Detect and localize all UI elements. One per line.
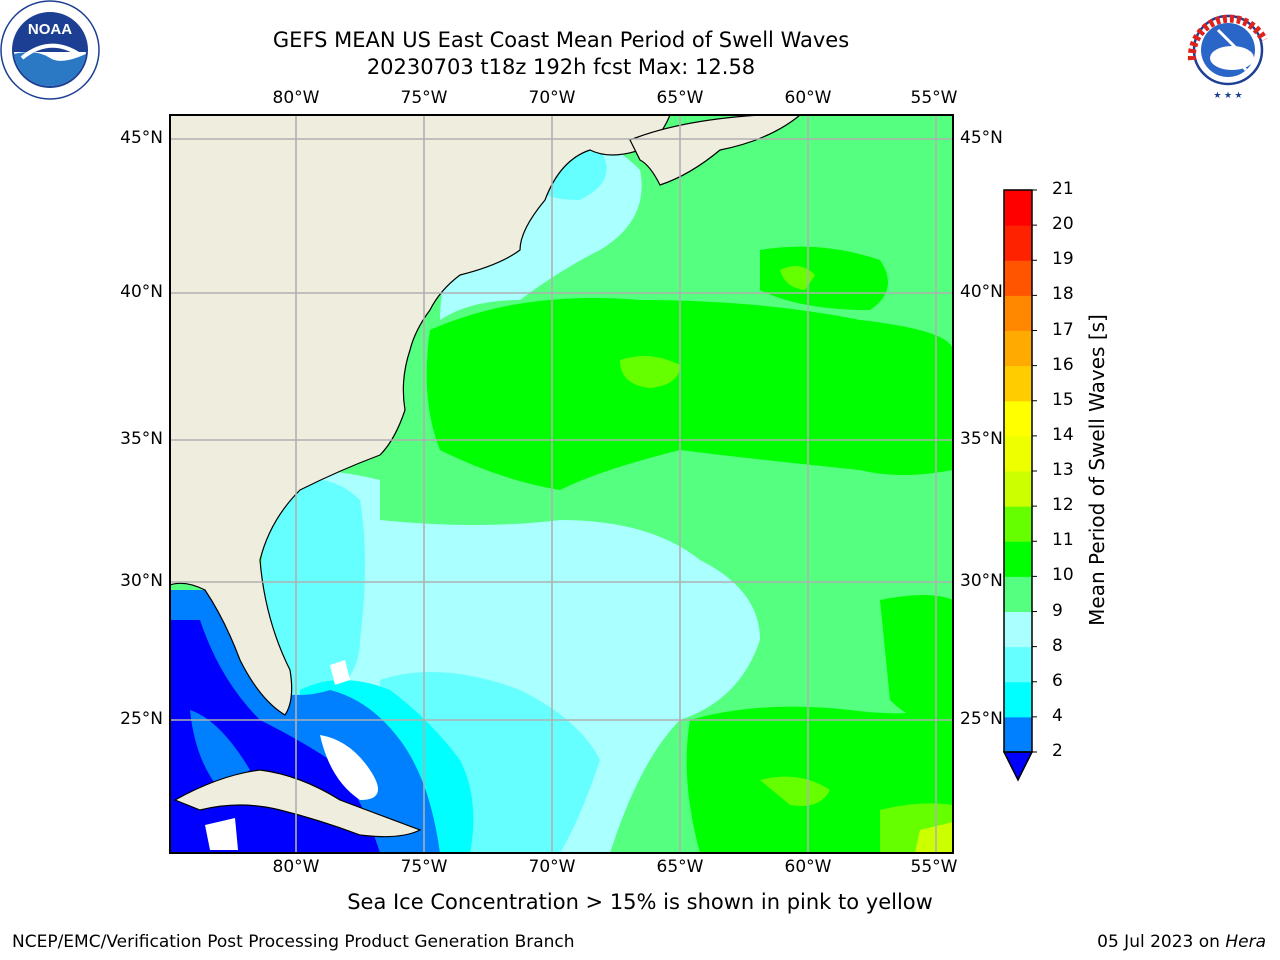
colorbar-tick-label: 8	[1052, 635, 1063, 656]
colorbar-tick-label: 17	[1052, 319, 1074, 340]
colorbar-segment	[1004, 646, 1032, 683]
us-landmass	[170, 115, 671, 716]
lat-label-right: 40°N	[960, 282, 1003, 302]
lat-label-right: 30°N	[960, 571, 1003, 591]
chart-subtitle: 20230703 t18z 192h fcst Max: 12.58	[366, 55, 756, 79]
lat-label-right: 25°N	[960, 709, 1003, 729]
colorbar-segment	[1004, 611, 1032, 648]
svg-text:★ ★ ★: ★ ★ ★	[1213, 90, 1242, 100]
colorbar-segment	[1004, 681, 1032, 718]
colorbar-tick-label: 12	[1052, 495, 1074, 516]
colorbar-tick-label: 4	[1052, 705, 1063, 726]
colorbar-segment	[1004, 365, 1032, 402]
lon-label-bottom: 65°W	[656, 857, 704, 877]
colorbar-tick-label: 21	[1052, 179, 1074, 199]
lon-label-top: 65°W	[656, 88, 704, 108]
map-frame	[169, 114, 954, 854]
lon-label-top: 60°W	[784, 88, 832, 108]
lon-label-bottom: 75°W	[400, 857, 448, 877]
colorbar-segment	[1004, 435, 1032, 472]
lon-label-top: 75°W	[400, 88, 448, 108]
sea-ice-note: Sea Ice Concentration > 15% is shown in …	[0, 890, 1280, 914]
colorbar-tick-label: 11	[1052, 530, 1074, 551]
swell-period-field	[170, 115, 953, 853]
colorbar-tick-label: 13	[1052, 460, 1074, 480]
noaa-logo: NOAA	[0, 0, 100, 100]
colorbar-tick-label: 10	[1052, 565, 1074, 586]
footer-credit: NCEP/EMC/Verification Post Processing Pr…	[12, 932, 575, 952]
lat-label-left: 25°N	[120, 709, 163, 729]
lat-label-left: 35°N	[120, 429, 163, 449]
chart-title: GEFS MEAN US East Coast Mean Period of S…	[272, 28, 850, 52]
colorbar-segment	[1004, 716, 1032, 753]
colorbar-tick-label: 15	[1052, 389, 1074, 410]
colorbar-tick-label: 9	[1052, 600, 1063, 621]
footer-date: 05 Jul 2023 on Hera	[1097, 932, 1266, 952]
graticule	[170, 115, 953, 853]
lon-label-top: 80°W	[272, 88, 320, 108]
lat-label-right: 35°N	[960, 429, 1003, 449]
colorbar-segment	[1004, 295, 1032, 331]
colorbar-segment	[1004, 400, 1032, 437]
national-weather-service-logo: ★ ★ ★	[1180, 2, 1276, 100]
colorbar-segment	[1004, 330, 1032, 367]
colorbar-segment	[1004, 541, 1032, 577]
colorbar-segment	[1004, 576, 1032, 612]
lon-label-top: 55°W	[910, 88, 958, 108]
colorbar-title: Mean Period of Swell Waves [s]	[1085, 314, 1109, 626]
canada-landmass	[629, 115, 801, 186]
colorbar-extend-arrow	[1002, 751, 1034, 782]
lon-label-top: 70°W	[528, 88, 576, 108]
colorbar-segment	[1004, 225, 1032, 261]
colorbar-tick-label: 6	[1052, 670, 1063, 691]
colorbar-tick-label: 18	[1052, 284, 1074, 305]
svg-text:NOAA: NOAA	[28, 21, 72, 38]
colorbar-segment	[1004, 471, 1032, 507]
colorbar-segment	[1004, 506, 1032, 542]
lat-label-right: 45°N	[960, 128, 1003, 148]
cuba-landmass	[173, 769, 422, 838]
colorbar-tick-label: 19	[1052, 249, 1074, 270]
footer-host: Hera	[1225, 932, 1266, 952]
lat-label-left: 45°N	[120, 128, 163, 148]
lon-label-bottom: 55°W	[910, 857, 958, 877]
colorbar	[1002, 189, 1037, 782]
sea-ice-note-text: Sea Ice Concentration > 15% is shown in …	[347, 890, 933, 914]
lon-label-bottom: 60°W	[784, 857, 832, 877]
colorbar-tick-label: 20	[1052, 214, 1074, 235]
footer-date-text: 05 Jul 2023 on	[1097, 932, 1226, 952]
colorbar-segment	[1004, 260, 1032, 296]
lat-label-left: 40°N	[120, 282, 163, 302]
lon-label-bottom: 80°W	[272, 857, 320, 877]
lat-label-left: 30°N	[120, 571, 163, 591]
colorbar-tick-label: 16	[1052, 354, 1074, 375]
colorbar-segment	[1004, 190, 1032, 226]
colorbar-tick-label: 14	[1052, 424, 1074, 445]
lon-label-bottom: 70°W	[528, 857, 576, 877]
colorbar-tick-label: 2	[1052, 741, 1063, 761]
